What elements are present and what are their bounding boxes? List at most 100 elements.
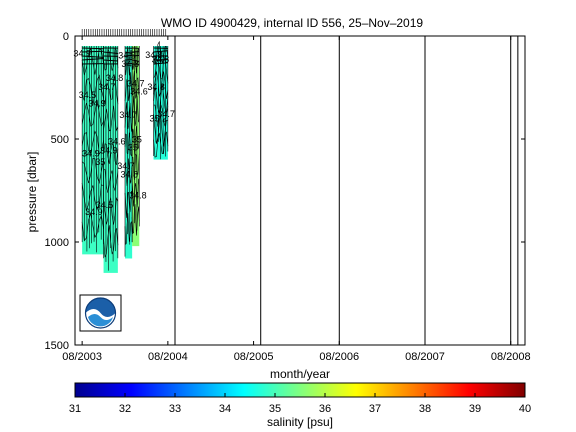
salinity-contour [124,213,133,245]
x-axis-label: month/year [270,367,330,381]
surface-contour [82,58,104,61]
contour-label: 34.7 [117,161,135,171]
salinity-contour [81,74,104,105]
salinity-contour [81,130,104,155]
salinity-contour [124,132,133,157]
surface-contour [132,54,140,57]
y-axis: 0 500 1000 1500 [45,31,525,352]
plot-area: 34.934.934.83534.83534.734.834.635.234.9… [73,29,526,346]
plot-frame [74,35,526,346]
noaa-logo [79,294,122,332]
x-tick-label: 08/2007 [405,351,445,363]
contour-label: 34.9 [85,207,103,217]
colorbar: 31 32 33 34 35 36 37 38 39 40 salinity [psu] [69,382,531,429]
colorbar-tick-label: 32 [119,403,131,415]
colorbar-tick-label: 36 [319,403,331,415]
contour-label: 34.8 [120,169,138,179]
contour-label: 35 [132,134,142,144]
contour-label: 34.5 [118,50,136,60]
salinity-contour [131,204,140,236]
salinity-contour [81,183,104,211]
colorbar-tick-label: 35 [269,403,281,415]
x-tick-label: 08/2004 [148,351,188,363]
salinity-contour [103,143,119,166]
contour-label: 34.8 [122,59,140,69]
contour-label: 34.8 [106,73,124,83]
salinity-contour [103,168,119,193]
contour-label: 34.9 [100,146,118,156]
profile-tick-marks [81,29,167,36]
contour-label: 34.8 [145,50,163,60]
profile-band [132,46,140,247]
contour-label: 34.7 [157,109,175,119]
salinity-contour [131,153,140,180]
y-tick-label: 1500 [45,340,69,352]
contour-label: 35 [128,142,138,152]
contour-label: 34.7 [127,78,145,88]
colorbar-tick-label: 40 [519,403,531,415]
salinity-contour [153,83,169,114]
salinity-contour [131,178,140,208]
salinity-contour [103,197,119,225]
contour-label: 34.9 [82,148,100,158]
contour-label: 34.5 [79,90,97,100]
x-tick-label: 08/2006 [319,351,359,363]
contour-label: 35.2 [150,114,168,124]
salinity-contour [153,113,168,147]
x-tick-label: 08/2005 [234,351,274,363]
salinity-contour [131,70,140,99]
surface-contour [124,62,133,65]
contour-labels: 34.934.934.83534.83534.734.834.635.234.9… [73,48,175,216]
colorbar-tick-label: 33 [169,403,181,415]
x-tick-label: 08/2003 [62,351,102,363]
salinity-contour [81,157,104,185]
colorbar-tick-label: 39 [469,403,481,415]
colorbar-tick-label: 37 [369,403,381,415]
chart-title: WMO ID 4900429, internal ID 556, 25–Nov–… [161,16,423,30]
salinity-contour [124,72,133,101]
salinity-contours [81,40,169,271]
salinity-contour [103,48,119,71]
contour-label: 34.9 [88,98,106,108]
surface-contour [132,59,140,62]
contour-label: 35 [95,157,105,167]
surface-contour [103,59,118,62]
salinity-contour [153,40,169,65]
salinity-contour [103,105,119,132]
surface-contour [124,54,133,57]
profile-band [125,46,133,259]
contour-label: 34.6 [108,136,126,146]
surface-contour [82,50,104,53]
salinity-contour [124,102,133,132]
contour-label: 34.8 [129,190,147,200]
y-tick-label: 500 [51,134,69,146]
contour-label: 34.7 [119,110,137,120]
salinity-contour [131,126,140,155]
salinity-contour [131,45,140,74]
salinity-contour [81,213,104,242]
contour-label: 34.6 [130,86,148,96]
salinity-contour [153,71,169,100]
salinity-contour [103,225,119,258]
contour-label: 34.9 [73,48,91,58]
x-tick-label: 08/2008 [491,351,531,363]
surface-contour [82,55,104,58]
contour-label: 34.7 [98,82,116,92]
salinity-contour [153,104,169,127]
profile-band [82,46,104,255]
contour-label: 34.5 [96,200,114,210]
salinity-contour [153,131,169,158]
data-gap-lines [174,36,519,345]
colorbar-tick-label: 31 [69,403,81,415]
y-axis-label: pressure [dbar] [25,152,39,233]
salinity-contour [81,47,104,76]
colorbar-tick-label: 38 [419,403,431,415]
colorbar-label: salinity [psu] [267,415,333,429]
contour-label: 34.8 [152,55,170,65]
salinity-contour [103,76,119,105]
surface-contour [153,62,168,65]
colorbar-tick-label: 34 [219,403,231,415]
contour-label: 34.8 [147,82,165,92]
y-tick-label: 0 [63,31,69,43]
